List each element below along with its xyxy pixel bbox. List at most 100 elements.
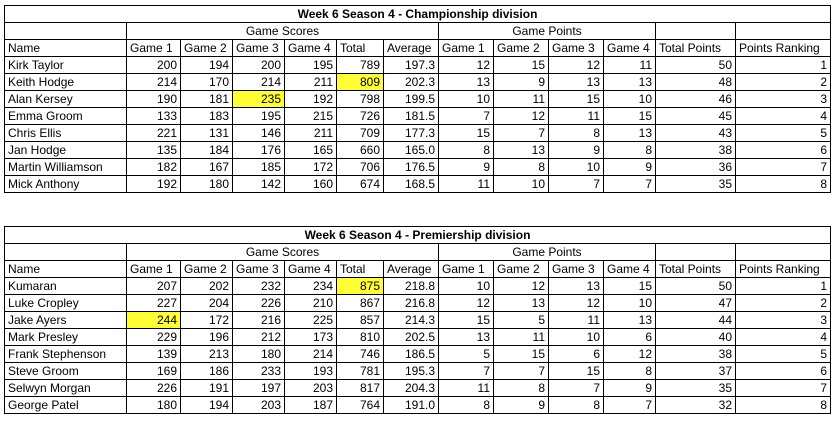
score-cell: 13 [603,311,656,329]
score-cell: 204 [180,294,233,312]
score-cell: 11 [438,379,494,397]
score-cell: 199.5 [383,90,439,108]
score-cell: 200 [232,56,285,74]
score-cell: 203 [232,396,285,414]
column-header-row: Name Game 1 Game 2 Game 3 Game 4 Total Average… [4,39,831,57]
score-cell: 6 [735,362,831,380]
player-name-cell: George Patel [4,396,127,414]
score-cell: 186.5 [383,345,439,363]
score-cell: 781 [336,362,384,380]
score-cell: 37 [655,362,736,380]
score-cell: 135 [126,141,181,159]
group-header-row: Game Scores Game Points [4,22,831,40]
score-cell: 810 [336,328,384,346]
score-cell: 48 [655,73,736,91]
table-row: Mark Presley 229 196 212 173 810 202.5 13 11 10 6 4… [4,328,831,346]
score-cell: 165 [284,141,337,159]
table-body: Week 6 Season 4 - Premiership division G… [4,226,831,414]
column-header: Game 3 [232,260,285,278]
score-cell: 7 [438,107,494,125]
score-cell: 191 [180,379,233,397]
score-cell: 9 [603,158,656,176]
score-cell: 50 [655,56,736,74]
score-cell: 194 [180,396,233,414]
game-points-header: Game Points [438,22,656,40]
score-cell: 235 [232,90,285,108]
score-cell: 167 [180,158,233,176]
score-cell: 817 [336,379,384,397]
column-header: Average [383,260,439,278]
score-cell: 202.3 [383,73,439,91]
score-cell: 216.8 [383,294,439,312]
game-scores-header: Game Scores [126,243,439,261]
score-cell: 172 [180,311,233,329]
empty-cell [735,243,831,261]
score-cell: 191.0 [383,396,439,414]
score-cell: 15 [603,277,656,295]
score-cell: 229 [126,328,181,346]
score-cell: 203 [284,379,337,397]
score-cell: 15 [438,124,494,142]
empty-cell [735,22,831,40]
column-header: Game 1 [126,39,181,57]
score-cell: 11 [493,328,549,346]
column-header: Points Ranking [735,260,831,278]
column-header: Game 1 [438,39,494,57]
column-header: Game 3 [548,39,604,57]
table-row: Emma Groom 133 183 195 215 726 181.5 7 12 11 15 45 4 [4,107,831,125]
table-row: Jan Hodge 135 184 176 165 660 165.0 8 13 9 8 38 6 [4,141,831,159]
score-cell: 195 [284,56,337,74]
score-cell: 227 [126,294,181,312]
score-cell: 726 [336,107,384,125]
score-cell: 210 [284,294,337,312]
column-header: Total [336,260,384,278]
score-cell: 2 [735,73,831,91]
score-cell: 168.5 [383,175,439,193]
score-cell: 38 [655,345,736,363]
score-cell: 660 [336,141,384,159]
score-cell: 709 [336,124,384,142]
table-row: Kirk Taylor 200 194 200 195 789 197.3 12 15 12 11 5… [4,56,831,74]
score-cell: 211 [284,73,337,91]
score-cell: 197.3 [383,56,439,74]
score-cell: 12 [438,56,494,74]
table-row: Keith Hodge 214 170 214 211 809 202.3 13 9 13 13 48… [4,73,831,91]
score-cell: 185 [232,158,285,176]
score-cell: 50 [655,277,736,295]
score-cell: 214.3 [383,311,439,329]
score-cell: 8 [438,141,494,159]
score-cell: 186 [180,362,233,380]
table-body: Week 6 Season 4 - Championship division … [4,5,831,193]
column-header: Game 4 [284,39,337,57]
score-cell: 232 [232,277,285,295]
score-cell: 35 [655,175,736,193]
score-cell: 196 [180,328,233,346]
player-name-cell: Martin Williamson [4,158,127,176]
score-cell: 12 [493,277,549,295]
score-cell: 3 [735,311,831,329]
column-header: Name [4,39,127,57]
score-cell: 204.3 [383,379,439,397]
score-cell: 214 [284,345,337,363]
score-cell: 12 [548,294,604,312]
score-cell: 47 [655,294,736,312]
score-cell: 213 [180,345,233,363]
title-row: Week 6 Season 4 - Championship division [4,5,831,23]
score-cell: 10 [603,90,656,108]
score-cell: 44 [655,311,736,329]
premiership-table: Week 6 Season 4 - Premiership division G… [4,226,831,414]
score-cell: 214 [232,73,285,91]
column-header: Name [4,260,127,278]
table-row: Chris Ellis 221 131 146 211 709 177.3 15 7 8 13 43 5 [4,124,831,142]
score-cell: 5 [493,311,549,329]
score-cell: 169 [126,362,181,380]
score-cell: 7 [493,124,549,142]
score-cell: 202.5 [383,328,439,346]
score-cell: 173 [284,328,337,346]
table-row: Luke Cropley 227 204 226 210 867 216.8 12 13 12 10… [4,294,831,312]
column-header: Game 3 [232,39,285,57]
score-cell: 234 [284,277,337,295]
score-cell: 180 [180,175,233,193]
score-cell: 35 [655,379,736,397]
score-cell: 180 [232,345,285,363]
